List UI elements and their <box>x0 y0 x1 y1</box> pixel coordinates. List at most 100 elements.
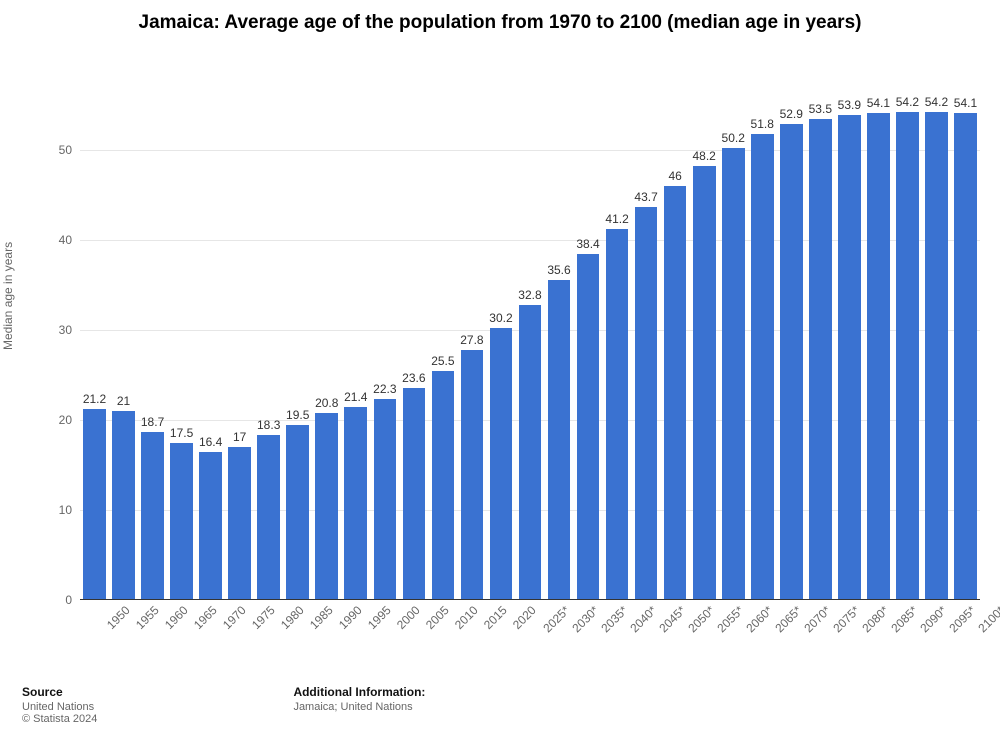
footer-source-col: Source United Nations © Statista 2024 <box>22 685 97 725</box>
bar: 21.2 <box>83 409 106 600</box>
x-tick-label: 2085* <box>889 603 921 635</box>
bar-value-label: 53.9 <box>838 98 861 112</box>
bar: 35.6 <box>548 280 571 600</box>
bar-value-label: 21 <box>117 394 130 408</box>
x-axis-labels: 1950195519601965197019751980198519901995… <box>80 600 980 660</box>
x-tick-label: 2060* <box>744 603 776 635</box>
bar: 19.5 <box>286 425 309 601</box>
x-tick-label: 1980 <box>278 603 307 632</box>
x-tick-label: 2010 <box>452 603 481 632</box>
bar-value-label: 38.4 <box>576 237 599 251</box>
bar: 38.4 <box>577 254 600 600</box>
bar-value-label: 20.8 <box>315 396 338 410</box>
footer-source-body: United Nations <box>22 701 97 713</box>
x-tick-label: 2055* <box>715 603 747 635</box>
bar: 27.8 <box>461 350 484 600</box>
bar: 46 <box>664 186 687 600</box>
x-tick-label: 1975 <box>249 603 278 632</box>
bar-value-label: 46 <box>668 169 681 183</box>
x-tick-label: 2000 <box>394 603 423 632</box>
bar-value-label: 19.5 <box>286 408 309 422</box>
x-tick-label: 2020 <box>510 603 539 632</box>
x-tick-label: 2030* <box>569 603 601 635</box>
x-tick-label: 1965 <box>191 603 220 632</box>
bar-value-label: 27.8 <box>460 333 483 347</box>
bar-value-label: 23.6 <box>402 371 425 385</box>
x-tick-label: 2070* <box>802 603 834 635</box>
bar-value-label: 32.8 <box>518 288 541 302</box>
bar: 51.8 <box>751 134 774 600</box>
x-tick-label: 2090* <box>918 603 950 635</box>
bar-value-label: 50.2 <box>722 131 745 145</box>
bar-value-label: 52.9 <box>780 107 803 121</box>
bar-value-label: 30.2 <box>489 311 512 325</box>
bar: 43.7 <box>635 207 658 600</box>
bar-value-label: 25.5 <box>431 354 454 368</box>
footer-addinfo-body: Jamaica; United Nations <box>293 701 425 713</box>
y-tick-label: 10 <box>59 503 72 517</box>
bar-value-label: 48.2 <box>692 149 715 163</box>
y-axis-label: Median age in years <box>1 242 15 350</box>
bar-value-label: 21.4 <box>344 390 367 404</box>
chart-title: Jamaica: Average age of the population f… <box>0 12 1000 34</box>
footer-copyright: © Statista 2024 <box>22 713 97 725</box>
bar: 54.1 <box>954 113 977 600</box>
x-tick-label: 1985 <box>307 603 336 632</box>
bar-value-label: 18.7 <box>141 415 164 429</box>
y-tick-label: 20 <box>59 413 72 427</box>
bar-value-label: 21.2 <box>83 392 106 406</box>
x-tick-label: 1955 <box>133 603 162 632</box>
bar: 21.4 <box>344 407 367 600</box>
bar: 16.4 <box>199 452 222 600</box>
x-tick-label: 1970 <box>220 603 249 632</box>
bar-value-label: 54.2 <box>896 95 919 109</box>
x-tick-label: 2095* <box>947 603 979 635</box>
x-tick-label: 2050* <box>686 603 718 635</box>
x-tick-label: 1990 <box>336 603 365 632</box>
x-tick-label: 1950 <box>104 603 133 632</box>
x-tick-label: 2100* <box>976 603 1000 635</box>
bar-value-label: 35.6 <box>547 263 570 277</box>
bar: 41.2 <box>606 229 629 600</box>
bar: 20.8 <box>315 413 338 600</box>
bar: 54.2 <box>925 112 948 600</box>
bar-value-label: 43.7 <box>634 190 657 204</box>
bar-value-label: 54.1 <box>867 96 890 110</box>
bar-value-label: 54.2 <box>925 95 948 109</box>
bar-value-label: 18.3 <box>257 418 280 432</box>
x-tick-label: 2075* <box>831 603 863 635</box>
plot-area: 21.2 21 18.7 17.5 16.4 17 18.3 19.5 20.8 21.4 22.3… <box>80 60 980 600</box>
bar: 54.1 <box>867 113 890 600</box>
x-tick-label: 2015 <box>481 603 510 632</box>
bar: 17 <box>228 447 251 600</box>
x-tick-label: 1960 <box>162 603 191 632</box>
y-tick-label: 50 <box>59 143 72 157</box>
bar: 23.6 <box>403 388 426 600</box>
x-tick-label: 1995 <box>365 603 394 632</box>
bar-value-label: 53.5 <box>809 102 832 116</box>
bar-value-label: 22.3 <box>373 382 396 396</box>
chart-container: Jamaica: Average age of the population f… <box>0 0 1000 743</box>
bar: 18.7 <box>141 432 164 600</box>
bar-value-label: 17 <box>233 430 246 444</box>
bar: 22.3 <box>374 399 397 600</box>
bar: 17.5 <box>170 443 193 601</box>
y-tick-label: 30 <box>59 323 72 337</box>
bar: 54.2 <box>896 112 919 600</box>
bar: 53.5 <box>809 119 832 601</box>
footer-source-heading: Source <box>22 685 97 699</box>
bar: 53.9 <box>838 115 861 600</box>
bar-value-label: 41.2 <box>605 212 628 226</box>
y-tick-label: 0 <box>65 593 72 607</box>
bar: 50.2 <box>722 148 745 600</box>
x-tick-label: 2045* <box>656 603 688 635</box>
bars-layer: 21.2 21 18.7 17.5 16.4 17 18.3 19.5 20.8 21.4 22.3… <box>80 60 980 600</box>
x-tick-label: 2080* <box>860 603 892 635</box>
bar: 48.2 <box>693 166 716 600</box>
bar-value-label: 17.5 <box>170 426 193 440</box>
footer-addinfo-heading: Additional Information: <box>293 685 425 699</box>
x-tick-label: 2065* <box>773 603 805 635</box>
bar: 52.9 <box>780 124 803 600</box>
chart-footer: Source United Nations © Statista 2024 Ad… <box>22 685 982 725</box>
bar-value-label: 54.1 <box>954 96 977 110</box>
